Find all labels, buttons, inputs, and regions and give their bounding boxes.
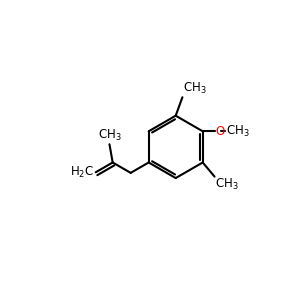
Text: CH$_3$: CH$_3$ <box>226 124 250 139</box>
Text: CH$_3$: CH$_3$ <box>98 128 121 143</box>
Text: H$_2$C: H$_2$C <box>70 165 94 180</box>
Text: CH$_3$: CH$_3$ <box>183 81 207 96</box>
Text: CH$_3$: CH$_3$ <box>215 177 239 192</box>
Text: O: O <box>216 125 225 138</box>
